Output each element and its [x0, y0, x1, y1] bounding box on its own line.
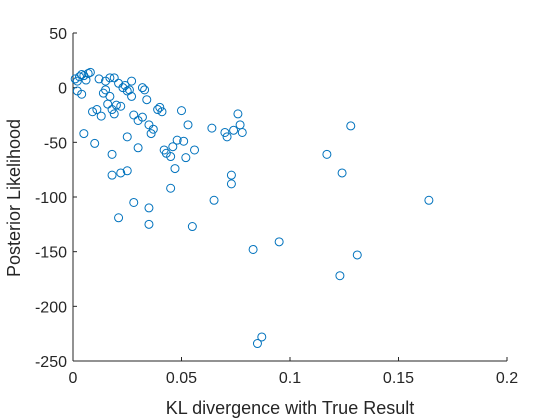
data-point — [79, 129, 89, 139]
data-point — [129, 110, 139, 120]
data-point — [226, 170, 236, 180]
data-point — [85, 67, 95, 77]
data-point — [83, 68, 93, 78]
data-point — [127, 76, 137, 86]
data-point — [140, 85, 150, 95]
y-tick-label: -100 — [35, 190, 67, 207]
data-point — [207, 123, 217, 133]
data-point — [166, 183, 176, 193]
data-point — [337, 168, 347, 178]
x-tick-label: 0.2 — [496, 370, 518, 387]
data-point — [170, 164, 180, 174]
data-point — [155, 102, 165, 112]
data-point — [116, 168, 126, 178]
data-point — [229, 125, 239, 135]
tick-marks — [72, 32, 508, 362]
y-tick-label: -50 — [44, 135, 67, 152]
data-point — [129, 197, 139, 207]
data-point — [352, 250, 362, 260]
data-point — [179, 136, 189, 146]
data-points — [70, 67, 434, 349]
data-point — [168, 142, 178, 152]
data-point — [90, 138, 100, 148]
y-tick-label: -150 — [35, 245, 67, 262]
data-point — [209, 195, 219, 205]
data-point — [105, 73, 115, 83]
data-point — [124, 85, 134, 95]
data-point — [346, 121, 356, 131]
data-point — [248, 244, 258, 254]
data-point — [233, 109, 243, 119]
data-point — [226, 179, 236, 189]
data-point — [220, 127, 230, 137]
data-point — [107, 149, 117, 159]
data-point — [116, 101, 126, 111]
data-point — [122, 86, 132, 96]
data-point — [142, 95, 152, 105]
data-point — [77, 70, 87, 80]
data-point — [88, 107, 98, 117]
data-point — [157, 107, 167, 117]
data-point — [127, 91, 137, 101]
data-point — [122, 166, 132, 176]
data-point — [114, 213, 124, 223]
data-point — [322, 149, 332, 159]
data-point — [153, 105, 163, 115]
data-point — [146, 129, 156, 139]
data-point — [172, 135, 182, 145]
data-point — [122, 132, 132, 142]
data-point — [148, 124, 158, 134]
data-point — [96, 111, 106, 121]
data-point — [144, 219, 154, 229]
data-point — [144, 203, 154, 213]
data-point — [101, 85, 111, 95]
data-point — [107, 170, 117, 180]
data-point — [109, 109, 119, 119]
data-point — [187, 222, 197, 232]
axes — [72, 33, 507, 362]
y-tick-label: 0 — [58, 81, 67, 98]
tick-labels: 0 0.05 0.1 0.15 0.2 -250 -200 -150 -100 -50 0 50 — [35, 26, 518, 387]
data-point — [181, 153, 191, 163]
data-point — [222, 132, 232, 142]
data-point — [92, 105, 102, 115]
data-point — [72, 76, 82, 86]
y-axis-title: Posterior Likelihood — [4, 119, 24, 277]
data-point — [144, 120, 154, 130]
data-point — [235, 120, 245, 130]
data-point — [166, 152, 176, 162]
data-point — [252, 339, 262, 349]
y-tick-label: 50 — [49, 26, 67, 43]
x-axis-title: KL divergence with True Result — [166, 398, 414, 418]
data-point — [424, 195, 434, 205]
x-tick-label: 0.1 — [279, 370, 301, 387]
data-point — [335, 271, 345, 281]
data-point — [94, 74, 104, 84]
data-point — [274, 237, 284, 247]
data-point — [183, 120, 193, 130]
data-point — [109, 73, 119, 83]
data-point — [237, 127, 247, 137]
data-point — [70, 74, 80, 84]
data-point — [137, 83, 147, 93]
data-point — [133, 143, 143, 153]
x-tick-label: 0.05 — [166, 370, 197, 387]
x-tick-label: 0 — [69, 370, 78, 387]
y-tick-label: -200 — [35, 299, 67, 316]
data-point — [105, 91, 115, 101]
x-tick-label: 0.15 — [383, 370, 414, 387]
data-point — [111, 100, 121, 110]
data-point — [177, 106, 186, 116]
data-point — [103, 99, 113, 109]
data-point — [257, 332, 267, 342]
data-point — [137, 112, 147, 122]
y-tick-label: -250 — [35, 354, 67, 371]
data-point — [81, 75, 91, 85]
data-point — [190, 145, 200, 155]
data-point — [77, 89, 87, 99]
